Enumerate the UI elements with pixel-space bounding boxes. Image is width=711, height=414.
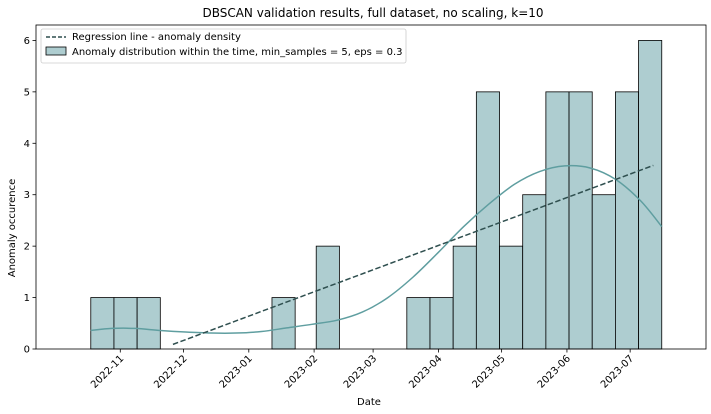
x-tick-label: 2023-04 <box>407 353 444 390</box>
chart-title: DBSCAN validation results, full dataset,… <box>202 6 543 20</box>
bars-group <box>90 40 663 350</box>
histogram-bar <box>545 91 570 350</box>
histogram-bar <box>406 297 431 350</box>
x-tick-label: 2023-06 <box>536 353 573 390</box>
y-tick-label: 4 <box>24 139 30 150</box>
histogram-bar <box>429 297 454 350</box>
legend-entry-histogram: Anomaly distribution within the time, mi… <box>72 47 403 58</box>
y-tick-label: 3 <box>24 190 30 201</box>
legend: Regression line - anomaly density Anomal… <box>40 28 407 64</box>
kde-curve <box>90 164 663 334</box>
y-tick-label: 6 <box>24 36 30 47</box>
histogram-bar <box>271 297 296 350</box>
x-tick-label: 2023-02 <box>283 353 320 390</box>
curves-group <box>90 164 663 346</box>
x-axis: 2022-11 2022-12 2023-01 2023-02 2023-03 2023-… <box>89 349 636 391</box>
x-tick-label: 2023-07 <box>599 353 636 390</box>
plot-frame <box>35 24 707 350</box>
histogram-bar <box>499 245 524 350</box>
x-axis-label: Date <box>357 397 381 408</box>
legend-box <box>40 28 407 64</box>
legend-entry-regression: Regression line - anomaly density <box>72 32 241 43</box>
histogram-bar <box>452 245 477 350</box>
y-tick-label: 1 <box>24 293 30 304</box>
histogram-bar <box>90 297 115 350</box>
y-axis: 0 1 2 3 4 5 6 <box>24 36 36 356</box>
y-tick-label: 0 <box>24 345 30 356</box>
y-tick-label: 5 <box>24 87 30 98</box>
histogram-bar <box>315 245 340 350</box>
x-tick-label: 2023-01 <box>218 353 255 390</box>
x-tick-label: 2022-12 <box>152 353 189 390</box>
y-axis-label: Anomaly occurence <box>7 179 18 278</box>
histogram-bar <box>522 194 547 350</box>
histogram-bar <box>591 194 616 350</box>
histogram-bar <box>136 297 161 350</box>
y-tick-label: 2 <box>24 242 30 253</box>
regression-line <box>172 164 654 346</box>
histogram-bar <box>113 297 138 350</box>
histogram-bar <box>568 91 593 350</box>
x-tick-label: 2023-03 <box>342 353 379 390</box>
x-tick-label: 2022-11 <box>89 353 126 390</box>
x-tick-label: 2023-05 <box>470 353 507 390</box>
legend-hist-swatch <box>45 46 67 56</box>
histogram-bar <box>615 91 639 350</box>
histogram-bar <box>638 40 663 350</box>
histogram-bar <box>475 91 500 350</box>
